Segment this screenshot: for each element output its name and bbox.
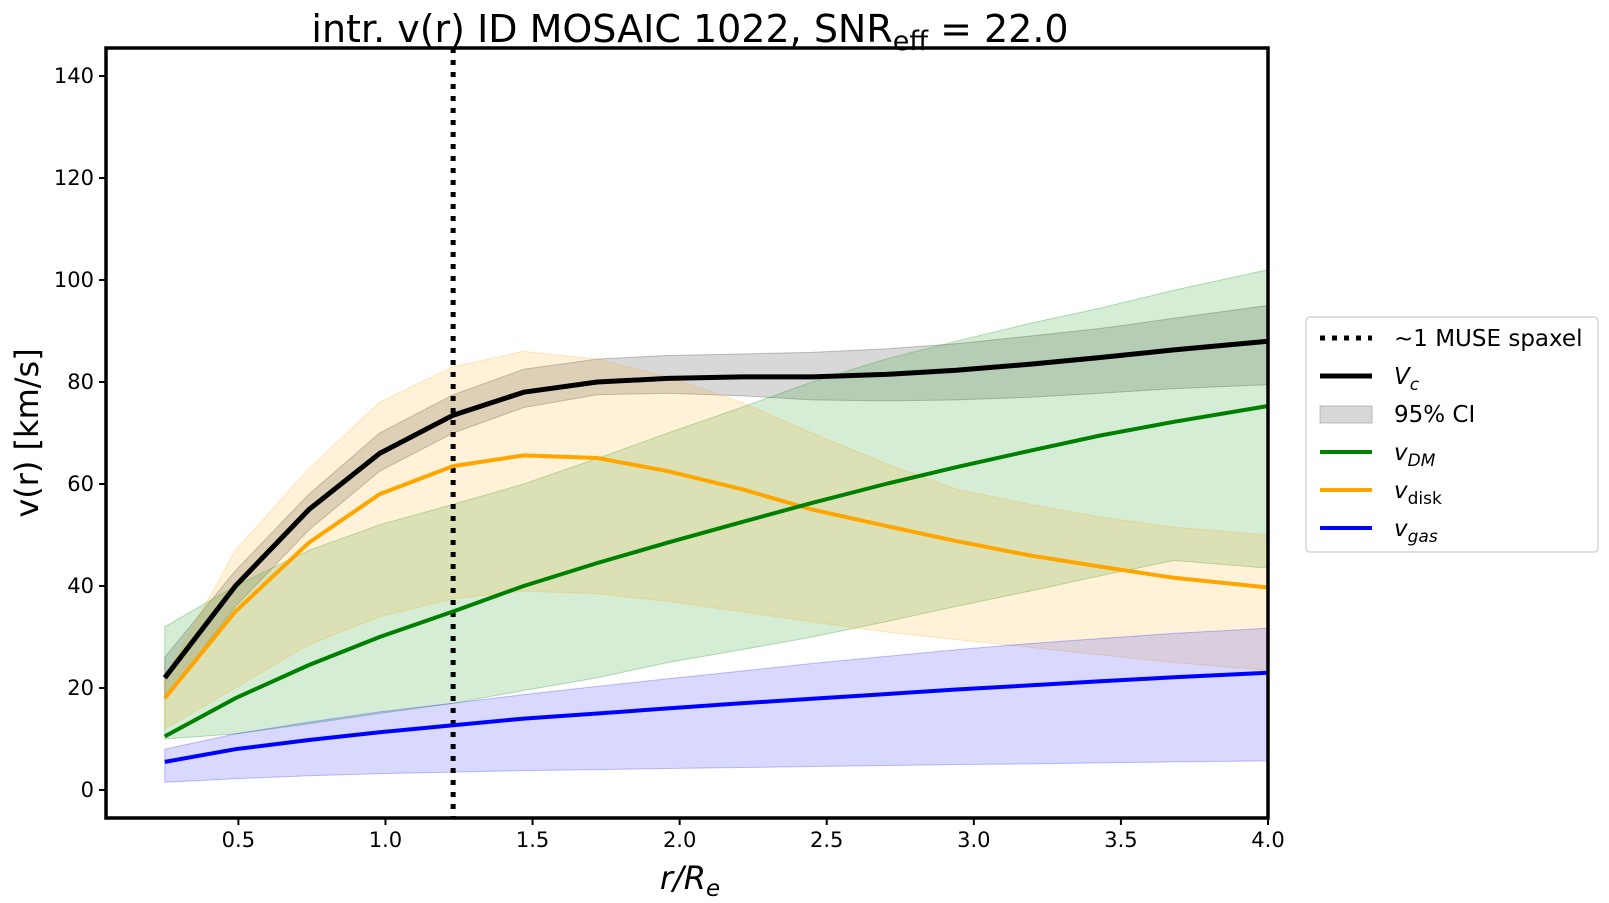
line-v-dm bbox=[163, 404, 1269, 739]
y-tick-label: 40 bbox=[67, 574, 94, 598]
chart-title: intr. v(r) ID MOSAIC 1022, SNReff = 22.0 bbox=[311, 7, 1068, 57]
legend-label-subscript: c bbox=[1410, 375, 1420, 395]
y-tick-label: 100 bbox=[54, 268, 94, 292]
x-axis-ticks: 0.5 1.0 1.5 2.0 2.5 3.0 3.5 4.0 bbox=[222, 818, 1285, 852]
y-tick-label: 120 bbox=[54, 166, 94, 190]
legend-box bbox=[1305, 316, 1599, 553]
x-tick-label: 0.5 bbox=[222, 828, 255, 852]
x-tick-label: 2.5 bbox=[810, 828, 843, 852]
legend-label-subscript: gas bbox=[1408, 527, 1438, 547]
y-tick-label: 0 bbox=[81, 778, 94, 802]
y-tick-label: 60 bbox=[67, 472, 94, 496]
legend-label-base: v bbox=[1394, 516, 1408, 542]
legend-label-subscript: disk bbox=[1408, 489, 1442, 509]
line-v-disk bbox=[163, 453, 1269, 700]
legend-swatch-ci bbox=[1319, 405, 1373, 424]
y-tick-label: 20 bbox=[67, 676, 94, 700]
legend-label-v-dm: vDM bbox=[1394, 440, 1436, 471]
y-tick-label: 140 bbox=[54, 64, 94, 88]
y-tick-label: 80 bbox=[67, 370, 94, 394]
legend-label-v-disk: vdisk bbox=[1394, 478, 1442, 509]
x-tick-label: 1.0 bbox=[369, 828, 402, 852]
line-v-gas bbox=[164, 670, 1269, 764]
x-axis-label: r/Re bbox=[660, 859, 720, 902]
x-tick-label: 3.0 bbox=[957, 828, 990, 852]
legend-label-v-gas: vgas bbox=[1394, 516, 1438, 547]
y-axis-label: v(r) [km/s] bbox=[8, 348, 46, 517]
x-tick-label: 4.0 bbox=[1251, 828, 1284, 852]
x-axis-label-base: r/R bbox=[660, 859, 706, 897]
legend-label-v-c: Vc bbox=[1394, 364, 1420, 395]
plot-area bbox=[162, 48, 1269, 818]
legend-label-muse-spaxel: ~1 MUSE spaxel bbox=[1394, 326, 1582, 352]
chart-title-main: intr. v(r) ID MOSAIC 1022, SNR bbox=[311, 7, 892, 51]
chart-title-subscript: eff bbox=[893, 26, 930, 57]
legend-label-ci: 95% CI bbox=[1394, 402, 1475, 428]
y-axis-ticks: 0 20 40 60 80 100 120 140 bbox=[54, 64, 106, 802]
legend-label-subscript: DM bbox=[1408, 451, 1436, 471]
chart-title-suffix: = 22.0 bbox=[928, 7, 1069, 51]
series-lines bbox=[162, 338, 1269, 764]
x-tick-label: 3.5 bbox=[1104, 828, 1137, 852]
x-axis-label-subscript: e bbox=[706, 876, 720, 902]
legend-label-base: v bbox=[1394, 440, 1408, 466]
x-tick-label: 1.5 bbox=[516, 828, 549, 852]
x-tick-label: 2.0 bbox=[663, 828, 696, 852]
line-v-c bbox=[162, 338, 1269, 680]
legend-label-base: v bbox=[1394, 478, 1408, 504]
plot-frame bbox=[104, 46, 1270, 820]
legend-label-base: V bbox=[1394, 364, 1412, 390]
confidence-bands bbox=[164, 269, 1269, 783]
